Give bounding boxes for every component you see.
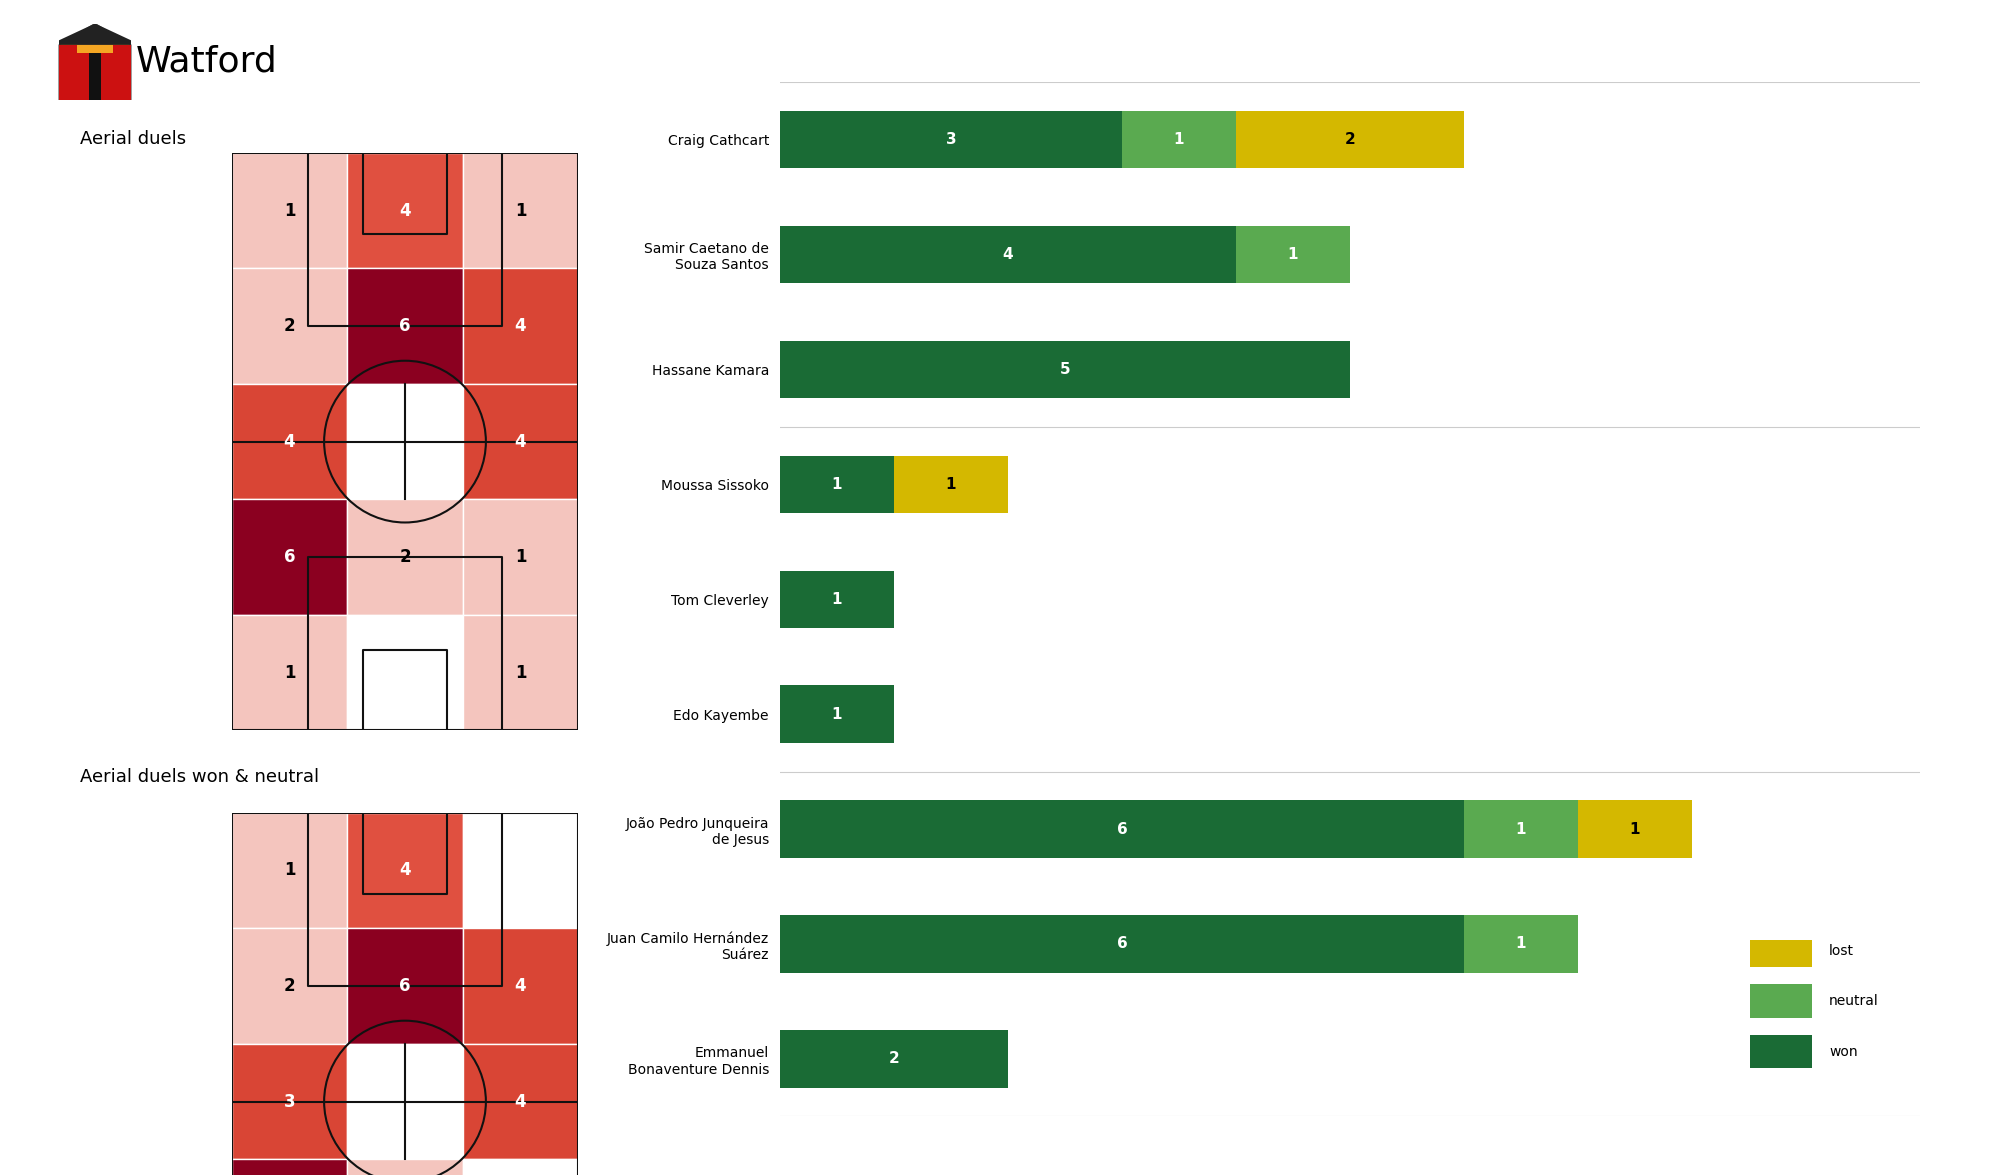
Text: 1: 1 bbox=[1516, 821, 1526, 837]
Bar bbox=[348, 813, 462, 928]
Bar bbox=[780, 571, 894, 627]
Text: 4: 4 bbox=[400, 861, 410, 879]
Text: neutral: neutral bbox=[1830, 994, 1878, 1008]
Bar bbox=[232, 499, 348, 615]
Bar bbox=[780, 800, 1464, 858]
Text: 1: 1 bbox=[514, 549, 526, 566]
Text: 4: 4 bbox=[514, 1093, 526, 1110]
Bar bbox=[232, 384, 348, 499]
Text: lost: lost bbox=[1830, 944, 1854, 958]
Text: 1: 1 bbox=[1630, 821, 1640, 837]
Bar bbox=[348, 928, 462, 1043]
Bar bbox=[462, 499, 578, 615]
Text: 2: 2 bbox=[888, 1052, 900, 1066]
Text: 4: 4 bbox=[400, 202, 410, 220]
Bar bbox=[1750, 1035, 1812, 1068]
Text: 1: 1 bbox=[284, 664, 296, 681]
Bar bbox=[232, 268, 348, 384]
Bar bbox=[88, 45, 102, 100]
Bar bbox=[348, 268, 462, 384]
Text: 6: 6 bbox=[1116, 821, 1128, 837]
Bar bbox=[462, 615, 578, 731]
Bar bbox=[780, 110, 1122, 168]
Bar bbox=[348, 1160, 462, 1175]
Text: Watford: Watford bbox=[136, 45, 278, 79]
Text: 4: 4 bbox=[514, 432, 526, 450]
Polygon shape bbox=[60, 45, 132, 100]
Text: 6: 6 bbox=[284, 549, 296, 566]
Bar bbox=[462, 1043, 578, 1160]
Text: 4: 4 bbox=[514, 978, 526, 995]
Text: 2: 2 bbox=[284, 978, 296, 995]
Bar bbox=[348, 1043, 462, 1160]
Bar bbox=[1578, 800, 1692, 858]
Bar bbox=[1750, 985, 1812, 1018]
Bar bbox=[1750, 934, 1812, 967]
Bar bbox=[780, 456, 894, 513]
Bar bbox=[894, 456, 1008, 513]
Text: 6: 6 bbox=[400, 978, 410, 995]
Bar bbox=[1236, 110, 1464, 168]
Bar bbox=[462, 813, 578, 928]
Text: 4: 4 bbox=[514, 317, 526, 335]
Text: 1: 1 bbox=[946, 477, 956, 492]
Text: won: won bbox=[1830, 1045, 1858, 1059]
Bar bbox=[348, 153, 462, 268]
Bar bbox=[232, 1043, 348, 1160]
Text: 1: 1 bbox=[1288, 247, 1298, 262]
Bar bbox=[462, 153, 578, 268]
Bar bbox=[462, 268, 578, 384]
Bar bbox=[1122, 110, 1236, 168]
Polygon shape bbox=[60, 24, 132, 45]
Bar bbox=[1236, 226, 1350, 283]
Bar bbox=[232, 153, 348, 268]
Text: 2: 2 bbox=[284, 317, 296, 335]
Text: 3: 3 bbox=[946, 133, 956, 147]
Bar bbox=[232, 928, 348, 1043]
Polygon shape bbox=[60, 24, 132, 100]
Text: 2: 2 bbox=[1344, 133, 1356, 147]
Bar bbox=[348, 615, 462, 731]
Bar bbox=[348, 499, 462, 615]
Text: 4: 4 bbox=[284, 432, 296, 450]
Text: 1: 1 bbox=[1516, 936, 1526, 952]
Text: 1: 1 bbox=[832, 706, 842, 721]
Text: 3: 3 bbox=[284, 1093, 296, 1110]
Text: 5: 5 bbox=[1060, 362, 1070, 377]
Bar bbox=[780, 1030, 1008, 1088]
Text: Aerial duels: Aerial duels bbox=[80, 129, 186, 148]
Text: 2: 2 bbox=[400, 549, 410, 566]
Bar bbox=[462, 1160, 578, 1175]
Bar bbox=[780, 685, 894, 743]
Text: 1: 1 bbox=[514, 202, 526, 220]
Text: 1: 1 bbox=[284, 202, 296, 220]
Text: 1: 1 bbox=[284, 861, 296, 879]
Bar bbox=[780, 341, 1350, 398]
Bar bbox=[462, 384, 578, 499]
Text: 6: 6 bbox=[1116, 936, 1128, 952]
Bar bbox=[1464, 800, 1578, 858]
Text: 1: 1 bbox=[832, 477, 842, 492]
Bar bbox=[76, 45, 112, 53]
Bar bbox=[462, 928, 578, 1043]
Text: 6: 6 bbox=[400, 317, 410, 335]
Bar bbox=[1464, 915, 1578, 973]
Bar bbox=[780, 915, 1464, 973]
Text: 1: 1 bbox=[514, 664, 526, 681]
Bar bbox=[348, 384, 462, 499]
Bar bbox=[780, 226, 1236, 283]
Bar bbox=[232, 813, 348, 928]
Text: 4: 4 bbox=[1002, 247, 1014, 262]
Text: 1: 1 bbox=[1174, 133, 1184, 147]
Bar bbox=[232, 1160, 348, 1175]
Text: Aerial duels won & neutral: Aerial duels won & neutral bbox=[80, 768, 320, 786]
Text: 1: 1 bbox=[832, 592, 842, 606]
Bar bbox=[232, 615, 348, 731]
